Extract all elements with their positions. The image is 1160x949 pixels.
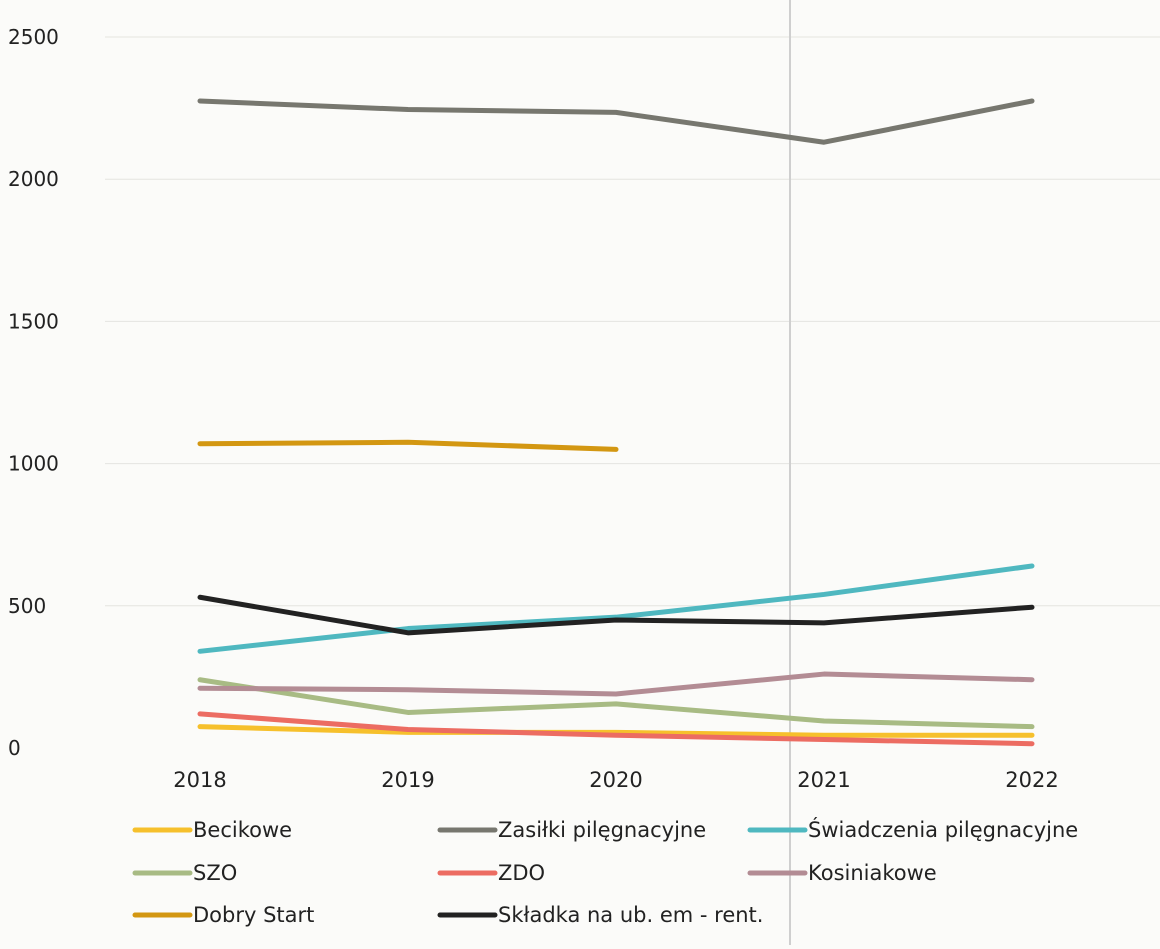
x-tick-label: 2020 (589, 768, 642, 792)
series-line (197, 671, 1035, 697)
x-tick-label: 2019 (381, 768, 434, 792)
series-line (197, 724, 1035, 738)
y-tick-label: 1000 (8, 452, 59, 476)
legend-label: Kosiniakowe (808, 861, 937, 885)
legend-label: Becikowe (193, 818, 292, 842)
series-group (197, 98, 1035, 747)
legend-label: Świadczenia pilęgnacyjne (808, 817, 1078, 842)
legend-label: SZO (193, 861, 237, 885)
legend-label: Dobry Start (193, 903, 314, 927)
x-tick-label: 2018 (173, 768, 226, 792)
y-tick-label: 2000 (8, 167, 59, 191)
x-tick-label: 2021 (797, 768, 850, 792)
y-tick-label: 1500 (8, 309, 59, 333)
series-line (197, 98, 1035, 145)
series-line (197, 677, 1035, 730)
legend-label: Składka na ub. em - rent. (498, 903, 763, 927)
y-tick-label: 0 (8, 736, 21, 760)
series-line (197, 563, 1035, 654)
y-tick-label: 500 (8, 594, 46, 618)
series-line (197, 711, 1035, 747)
series-line (197, 594, 1035, 636)
legend-label: ZDO (498, 861, 545, 885)
series-line (197, 439, 619, 452)
legend: Becikowe Zasiłki pilęgnacyjne Świadczenia … (132, 817, 1078, 927)
legend-label: Zasiłki pilęgnacyjne (498, 818, 706, 842)
grid (105, 36, 1160, 607)
y-axis: 0 500 1000 1500 2000 2500 (8, 25, 59, 760)
y-tick-label: 2500 (8, 25, 59, 49)
x-tick-label: 2022 (1005, 768, 1058, 792)
x-axis: 2018 2019 2020 2021 2022 (173, 768, 1058, 792)
